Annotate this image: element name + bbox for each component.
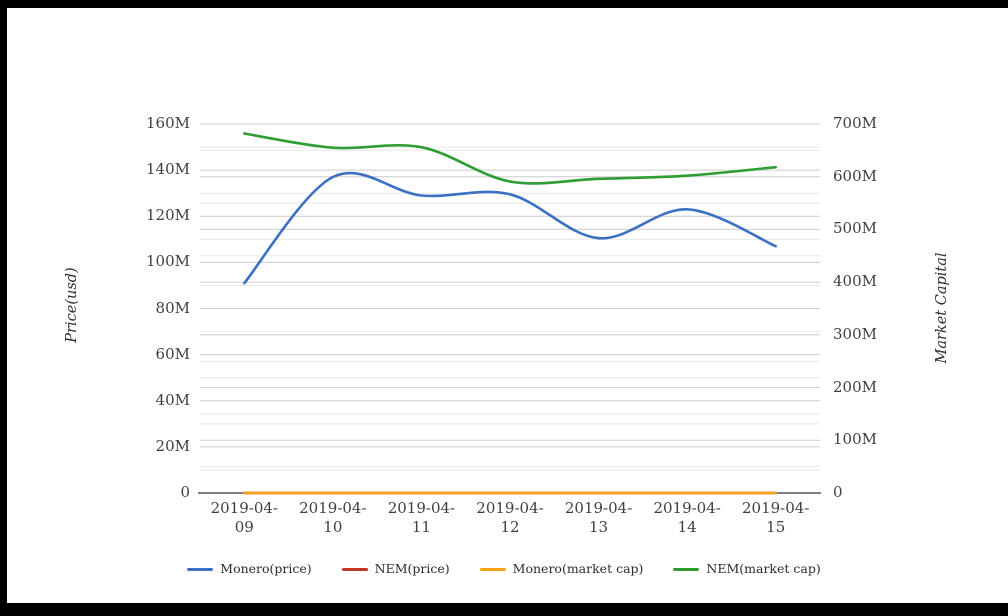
legend-item-nem-market-cap[interactable]: NEM(market cap) [673, 561, 821, 576]
left-y-tick-label: 160M [146, 114, 190, 132]
legend-label: Monero(market cap) [512, 561, 644, 576]
x-tick-label: 2019-04- 15 [742, 499, 810, 536]
legend-item-monero-market-cap[interactable]: Monero(market cap) [479, 561, 644, 576]
right-axis-title: Market Capital [934, 252, 950, 364]
left-y-tick-label: 40M [155, 390, 190, 409]
x-tick-label: 2019-04- 11 [387, 499, 456, 536]
legend-label: NEM(price) [374, 561, 450, 576]
left-y-tick-label: 20M [155, 436, 190, 455]
series-line-nem-market-cap-[interactable] [242, 132, 777, 185]
series-line-monero-price-[interactable] [242, 171, 777, 285]
legend-line-swatch-green [673, 567, 700, 571]
left-y-tick-label: 80M [155, 298, 190, 317]
x-tick-label: 2019-04- 10 [299, 499, 367, 536]
x-tick-label: 2019-04- 12 [476, 499, 544, 536]
x-tick-label: 2019-04- 13 [564, 499, 633, 536]
left-y-tick-label: 140M [146, 160, 190, 179]
right-y-tick-label: 500M [833, 219, 877, 238]
legend-label: Monero(price) [220, 561, 312, 576]
left-y-tick-label: 0 [180, 483, 190, 501]
left-axis-title: Price(usd) [64, 267, 80, 343]
right-y-tick-label: 600M [833, 166, 877, 185]
left-y-tick-label: 60M [155, 344, 190, 363]
right-y-tick-label: 400M [833, 272, 877, 291]
legend-line-swatch-red [341, 567, 368, 571]
x-tick-label: 2019-04- 14 [653, 499, 721, 536]
right-y-tick-label: 200M [833, 377, 877, 396]
x-tick-label: 2019-04- 09 [210, 499, 278, 536]
legend: Monero(price) NEM(price) Monero(market c… [0, 562, 1008, 576]
legend-line-swatch-blue [187, 567, 214, 571]
legend-item-nem-price[interactable]: NEM(price) [341, 561, 450, 576]
right-y-tick-label: 100M [833, 430, 877, 449]
right-y-tick-label: 300M [833, 324, 877, 343]
legend-label: NEM(market cap) [706, 561, 821, 576]
left-y-tick-label: 120M [146, 206, 190, 225]
left-y-tick-label: 100M [146, 252, 190, 271]
right-y-tick-label: 700M [833, 114, 877, 132]
right-y-tick-label: 0 [833, 483, 843, 501]
legend-line-swatch-orange [479, 567, 506, 571]
legend-item-monero-price[interactable]: Monero(price) [187, 561, 312, 576]
